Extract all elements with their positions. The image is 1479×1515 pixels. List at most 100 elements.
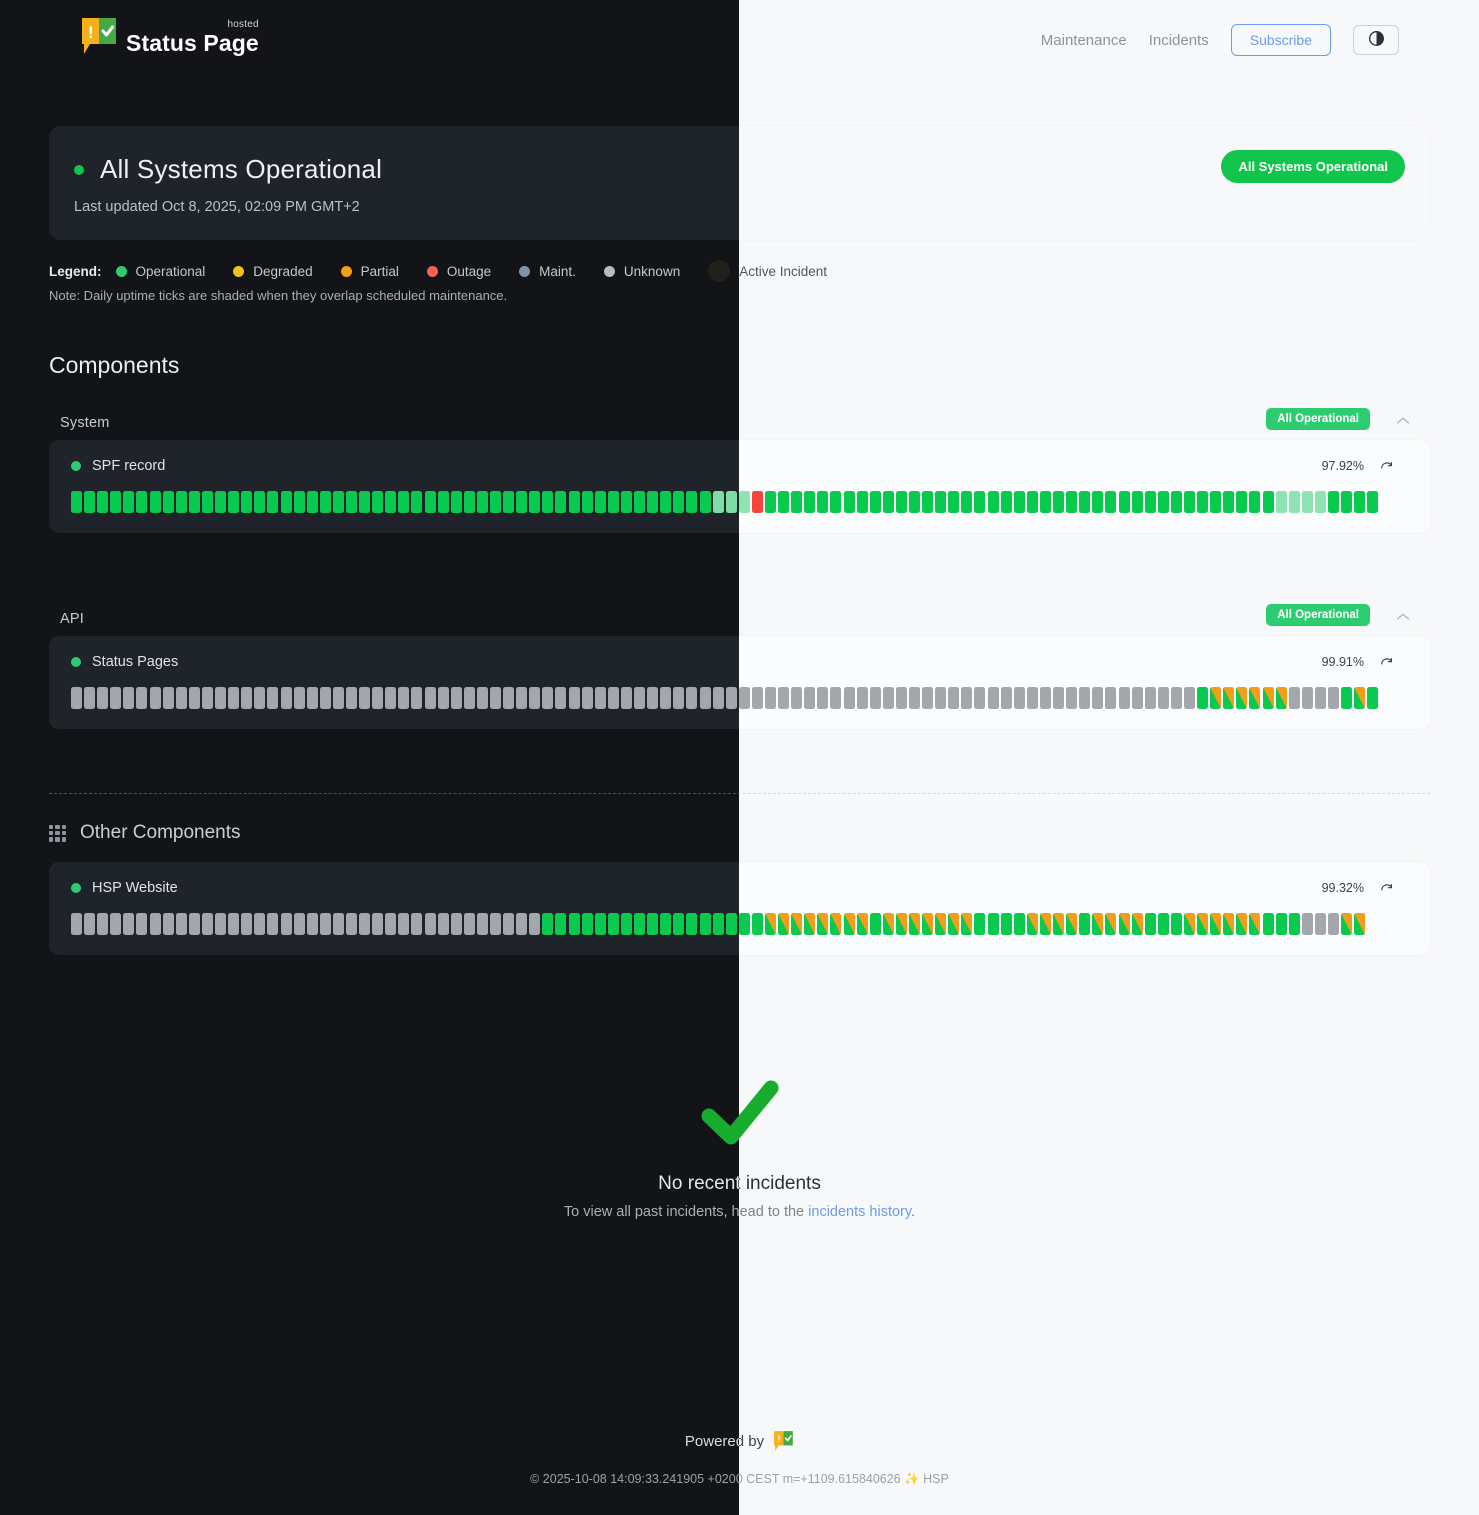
uptime-tick[interactable]: [1249, 913, 1261, 935]
uptime-tick[interactable]: [97, 491, 109, 513]
uptime-tick[interactable]: [1236, 913, 1248, 935]
theme-toggle-button[interactable]: [1353, 25, 1399, 55]
uptime-tick[interactable]: [699, 687, 711, 709]
chevron-up-icon[interactable]: [1394, 608, 1412, 626]
uptime-tick[interactable]: [1013, 687, 1025, 709]
uptime-tick[interactable]: [1079, 913, 1091, 935]
uptime-tick[interactable]: [319, 687, 331, 709]
uptime-tick[interactable]: [110, 687, 122, 709]
uptime-tick[interactable]: [136, 913, 148, 935]
uptime-tick[interactable]: [188, 491, 200, 513]
uptime-tick[interactable]: [620, 913, 632, 935]
uptime-tick[interactable]: [149, 687, 161, 709]
uptime-tick[interactable]: [490, 491, 501, 513]
uptime-tick[interactable]: [830, 491, 842, 513]
uptime-tick[interactable]: [647, 491, 659, 513]
uptime-tick[interactable]: [254, 913, 266, 935]
uptime-tick[interactable]: [830, 913, 842, 935]
uptime-tick[interactable]: [1249, 491, 1261, 513]
uptime-tick[interactable]: [280, 687, 292, 709]
uptime-tick[interactable]: [1092, 491, 1104, 513]
uptime-tick[interactable]: [359, 687, 371, 709]
refresh-arrow-icon[interactable]: [1380, 656, 1394, 670]
uptime-tick[interactable]: [162, 491, 174, 513]
uptime-tick[interactable]: [516, 687, 528, 709]
uptime-tick[interactable]: [987, 913, 999, 935]
uptime-tick[interactable]: [411, 491, 423, 513]
uptime-tick[interactable]: [332, 913, 344, 935]
uptime-tick[interactable]: [424, 687, 436, 709]
uptime-tick[interactable]: [411, 913, 423, 935]
uptime-tick[interactable]: [1354, 687, 1366, 709]
uptime-tick[interactable]: [411, 687, 423, 709]
uptime-tick[interactable]: [424, 913, 436, 935]
uptime-tick[interactable]: [1079, 491, 1091, 513]
uptime-tick[interactable]: [1223, 491, 1235, 513]
uptime-tick[interactable]: [84, 913, 96, 935]
uptime-tick[interactable]: [97, 913, 109, 935]
uptime-tick[interactable]: [97, 687, 109, 709]
uptime-tick[interactable]: [961, 913, 973, 935]
uptime-tick[interactable]: [712, 491, 724, 513]
uptime-tick[interactable]: [895, 491, 907, 513]
uptime-tick[interactable]: [1223, 913, 1235, 935]
uptime-tick[interactable]: [555, 491, 567, 513]
uptime-tick[interactable]: [228, 913, 240, 935]
uptime-tick[interactable]: [974, 913, 986, 935]
uptime-tick[interactable]: [503, 687, 515, 709]
uptime-tick[interactable]: [241, 491, 253, 513]
uptime-tick[interactable]: [830, 687, 842, 709]
uptime-tick[interactable]: [516, 913, 528, 935]
incidents-history-link[interactable]: incidents history: [808, 1204, 912, 1220]
uptime-tick[interactable]: [1157, 687, 1169, 709]
uptime-tick[interactable]: [739, 491, 750, 513]
uptime-tick[interactable]: [1000, 687, 1012, 709]
uptime-tick[interactable]: [175, 491, 187, 513]
uptime-tick[interactable]: [739, 913, 750, 935]
uptime-tick[interactable]: [1210, 687, 1222, 709]
uptime-tick[interactable]: [634, 687, 646, 709]
uptime-tick[interactable]: [437, 913, 449, 935]
uptime-tick[interactable]: [529, 491, 541, 513]
uptime-tick[interactable]: [607, 913, 619, 935]
uptime-tick[interactable]: [450, 913, 462, 935]
uptime-tick[interactable]: [1170, 913, 1182, 935]
uptime-tick[interactable]: [935, 491, 947, 513]
uptime-tick[interactable]: [385, 491, 397, 513]
uptime-tick[interactable]: [594, 491, 606, 513]
uptime-tick[interactable]: [895, 913, 907, 935]
uptime-tick[interactable]: [542, 491, 554, 513]
uptime-tick[interactable]: [359, 913, 371, 935]
uptime-tick[interactable]: [490, 913, 501, 935]
uptime-tick[interactable]: [1144, 687, 1156, 709]
uptime-tick[interactable]: [1183, 491, 1195, 513]
uptime-tick[interactable]: [935, 687, 947, 709]
uptime-tick[interactable]: [1301, 687, 1313, 709]
uptime-tick[interactable]: [490, 687, 501, 709]
uptime-tick[interactable]: [1314, 687, 1326, 709]
uptime-tick[interactable]: [725, 491, 737, 513]
uptime-tick[interactable]: [398, 491, 410, 513]
uptime-tick[interactable]: [110, 491, 122, 513]
chevron-up-icon[interactable]: [1394, 412, 1412, 430]
uptime-tick[interactable]: [123, 687, 135, 709]
uptime-tick[interactable]: [961, 491, 973, 513]
uptime-tick[interactable]: [1197, 491, 1209, 513]
uptime-tick[interactable]: [634, 491, 646, 513]
uptime-tick[interactable]: [306, 491, 318, 513]
uptime-tick[interactable]: [175, 687, 187, 709]
uptime-tick[interactable]: [1275, 913, 1287, 935]
uptime-tick[interactable]: [725, 687, 737, 709]
uptime-tick[interactable]: [869, 913, 881, 935]
subscribe-button[interactable]: Subscribe: [1230, 24, 1331, 56]
uptime-tick[interactable]: [751, 491, 763, 513]
uptime-tick[interactable]: [1262, 491, 1274, 513]
uptime-tick[interactable]: [1026, 491, 1038, 513]
uptime-tick[interactable]: [228, 491, 240, 513]
uptime-tick[interactable]: [764, 491, 776, 513]
uptime-tick[interactable]: [1066, 491, 1078, 513]
uptime-tick[interactable]: [843, 687, 855, 709]
uptime-tick[interactable]: [1301, 913, 1313, 935]
uptime-tick[interactable]: [1367, 491, 1379, 513]
uptime-tick[interactable]: [1262, 913, 1274, 935]
